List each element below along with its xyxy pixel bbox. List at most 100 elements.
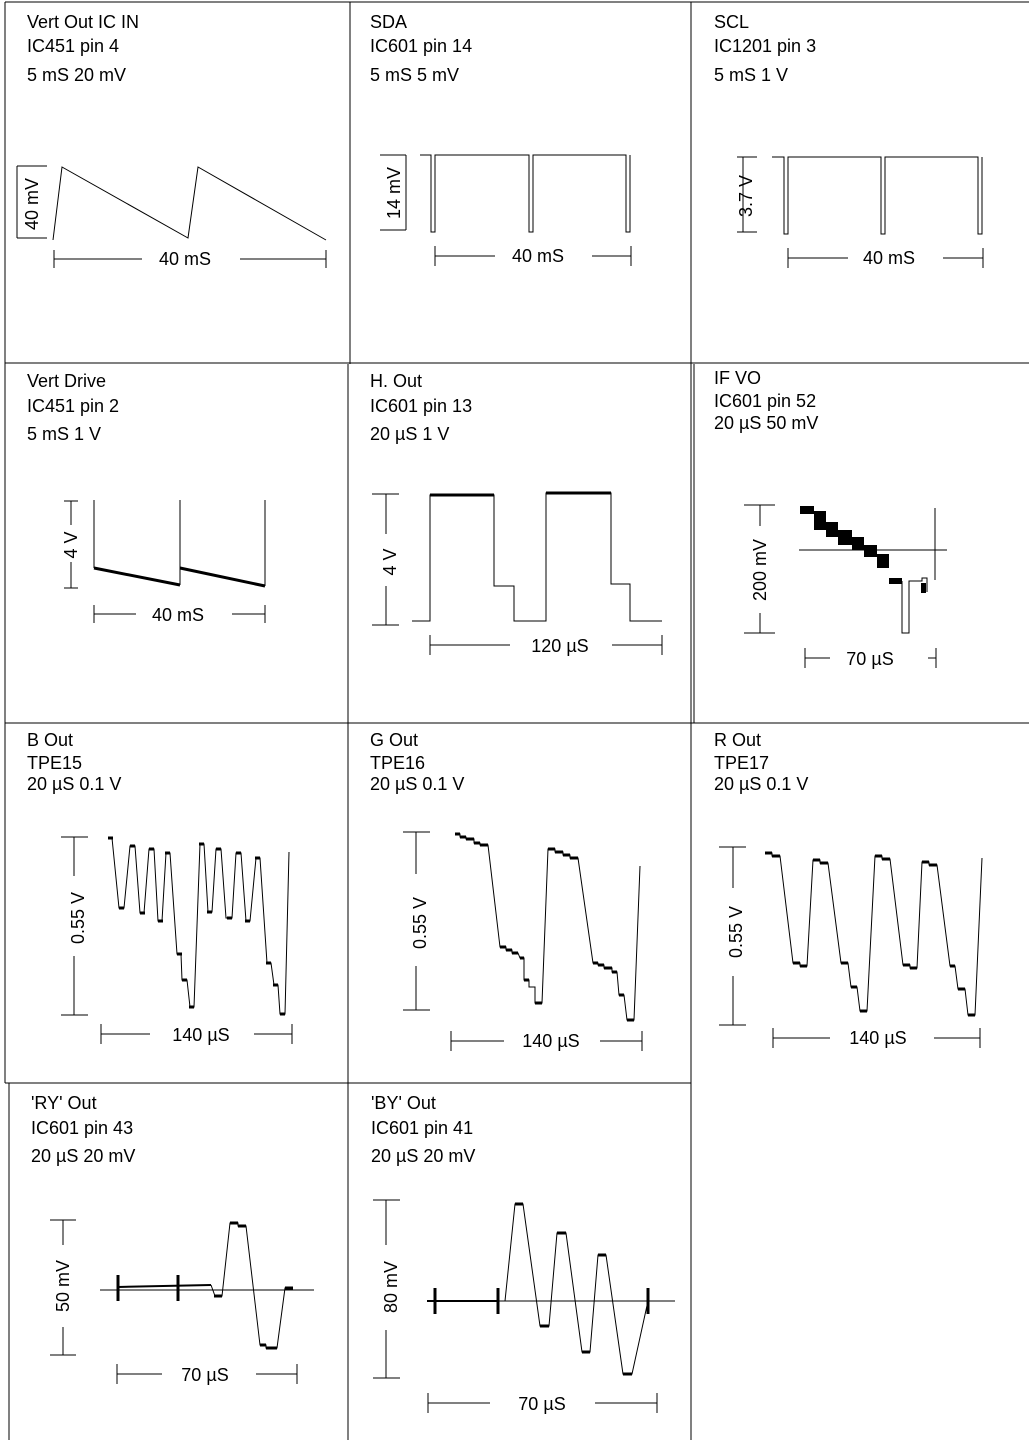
time-label: 40 mS [512, 246, 564, 266]
cell-pin: IC601 pin 14 [370, 36, 472, 56]
cell-scale: 5 mS 20 mV [27, 65, 126, 85]
time-label: 40 mS [863, 248, 915, 268]
cell-g-out: G Out TPE16 20 µS 0.1 V 0.55 V [370, 730, 642, 1051]
cell-scale: 20 µS 0.1 V [370, 774, 464, 794]
time-marker [117, 1364, 297, 1384]
amplitude-marker [17, 166, 47, 238]
cell-scale: 20 µS 0.1 V [714, 774, 808, 794]
time-marker [94, 605, 265, 623]
time-marker [54, 250, 326, 268]
time-marker [773, 1028, 980, 1048]
waveform-trace [412, 493, 662, 621]
waveform-trace [108, 838, 289, 1014]
trace-steps-bold [108, 838, 285, 1014]
amplitude-marker [744, 505, 775, 633]
cell-b-out: B Out TPE15 20 µS 0.1 V 0.55 V [27, 730, 292, 1045]
cell-vert-drive: Vert Drive IC451 pin 2 5 mS 1 V 4 V 40 m… [27, 371, 265, 625]
cell-scale: 20 µS 20 mV [371, 1146, 475, 1166]
cell-title: Vert Out IC IN [27, 12, 139, 32]
time-marker [101, 1024, 292, 1044]
waveform-trace [53, 167, 326, 240]
time-label: 40 mS [159, 249, 211, 269]
waveform-trace [772, 157, 982, 234]
cell-if-vo: IF VO IC601 pin 52 20 µS 50 mV 200 mV 70… [714, 368, 947, 669]
cell-by-out: 'BY' Out IC601 pin 41 20 µS 20 mV 80 mV [371, 1093, 675, 1414]
trace-steps-bold [455, 834, 634, 1020]
time-marker [788, 248, 983, 268]
amplitude-label: 80 mV [381, 1261, 401, 1313]
amplitude-marker [373, 1200, 400, 1378]
cell-scale: 5 mS 1 V [27, 424, 101, 444]
time-label: 40 mS [152, 605, 204, 625]
waveform-trace [94, 500, 265, 586]
time-label: 120 µS [531, 636, 588, 656]
grid-lines [5, 2, 1029, 1440]
cell-title: SCL [714, 12, 749, 32]
time-label: 140 µS [849, 1028, 906, 1048]
time-marker [451, 1031, 642, 1051]
cell-pin: IC601 pin 41 [371, 1118, 473, 1138]
cell-title: SDA [370, 12, 407, 32]
time-label: 70 µS [181, 1365, 228, 1385]
amplitude-label: 0.55 V [410, 897, 430, 949]
cell-pin: TPE15 [27, 753, 82, 773]
time-label: 140 µS [172, 1025, 229, 1045]
amplitude-label: 50 mV [53, 1260, 73, 1312]
amplitude-label: 200 mV [750, 539, 770, 601]
amplitude-marker [719, 847, 746, 1025]
cell-pin: IC601 pin 43 [31, 1118, 133, 1138]
cell-pin: TPE17 [714, 753, 769, 773]
waveform-trace [100, 1223, 314, 1348]
cell-scale: 20 µS 0.1 V [27, 774, 121, 794]
amplitude-marker [50, 1220, 76, 1355]
cell-title: B Out [27, 730, 73, 750]
trace-top-bold [430, 493, 611, 495]
cell-ry-out: 'RY' Out IC601 pin 43 20 µS 20 mV 50 mV [31, 1093, 314, 1385]
cell-scale: 5 mS 1 V [714, 65, 788, 85]
cell-scale: 5 mS 5 mV [370, 65, 459, 85]
cell-title: 'RY' Out [31, 1093, 97, 1113]
cell-pin: IC601 pin 13 [370, 396, 472, 416]
amplitude-label: 40 mV [22, 178, 42, 230]
waveform-trace [455, 834, 640, 1020]
amplitude-marker [737, 157, 757, 232]
time-marker [435, 246, 631, 266]
cell-scale: 20 µS 1 V [370, 424, 449, 444]
amplitude-label: 0.55 V [68, 892, 88, 944]
cell-sda: SDA IC601 pin 14 5 mS 5 mV 14 mV 40 mS [370, 12, 631, 266]
cell-scl: SCL IC1201 pin 3 5 mS 1 V 3.7 V 40 mS [714, 12, 983, 268]
cell-pin: TPE16 [370, 753, 425, 773]
time-label: 70 µS [518, 1394, 565, 1414]
cell-title: IF VO [714, 368, 761, 388]
amplitude-label: 4 V [61, 531, 81, 558]
cell-pin: IC601 pin 52 [714, 391, 816, 411]
amplitude-label: 0.55 V [726, 906, 746, 958]
cell-r-out: R Out TPE17 20 µS 0.1 V 0.55 V [714, 730, 982, 1048]
cell-title: G Out [370, 730, 418, 750]
amplitude-label: 4 V [380, 548, 400, 575]
time-label: 140 µS [522, 1031, 579, 1051]
cell-vert-out: Vert Out IC IN IC451 pin 4 5 mS 20 mV 40… [17, 12, 326, 269]
cell-title: H. Out [370, 371, 422, 391]
cell-title: 'BY' Out [371, 1093, 436, 1113]
cell-h-out: H. Out IC601 pin 13 20 µS 1 V 4 V 120 µS [370, 371, 662, 656]
amplitude-marker [403, 832, 430, 1010]
waveform-trace [765, 853, 982, 1015]
time-label: 70 µS [846, 649, 893, 669]
time-marker [430, 635, 662, 655]
cell-title: Vert Drive [27, 371, 106, 391]
time-marker [805, 648, 936, 668]
cell-scale: 20 µS 20 mV [31, 1146, 135, 1166]
cell-title: R Out [714, 730, 761, 750]
amplitude-marker [64, 501, 78, 588]
waveform-trace [427, 1204, 675, 1374]
amplitude-marker [372, 494, 399, 625]
time-marker [428, 1393, 657, 1413]
waveform-trace [799, 506, 947, 633]
trace-steps-bold [765, 853, 975, 1015]
cell-pin: IC1201 pin 3 [714, 36, 816, 56]
amplitude-label: 3.7 V [736, 175, 756, 217]
cell-pin: IC451 pin 4 [27, 36, 119, 56]
cell-pin: IC451 pin 2 [27, 396, 119, 416]
